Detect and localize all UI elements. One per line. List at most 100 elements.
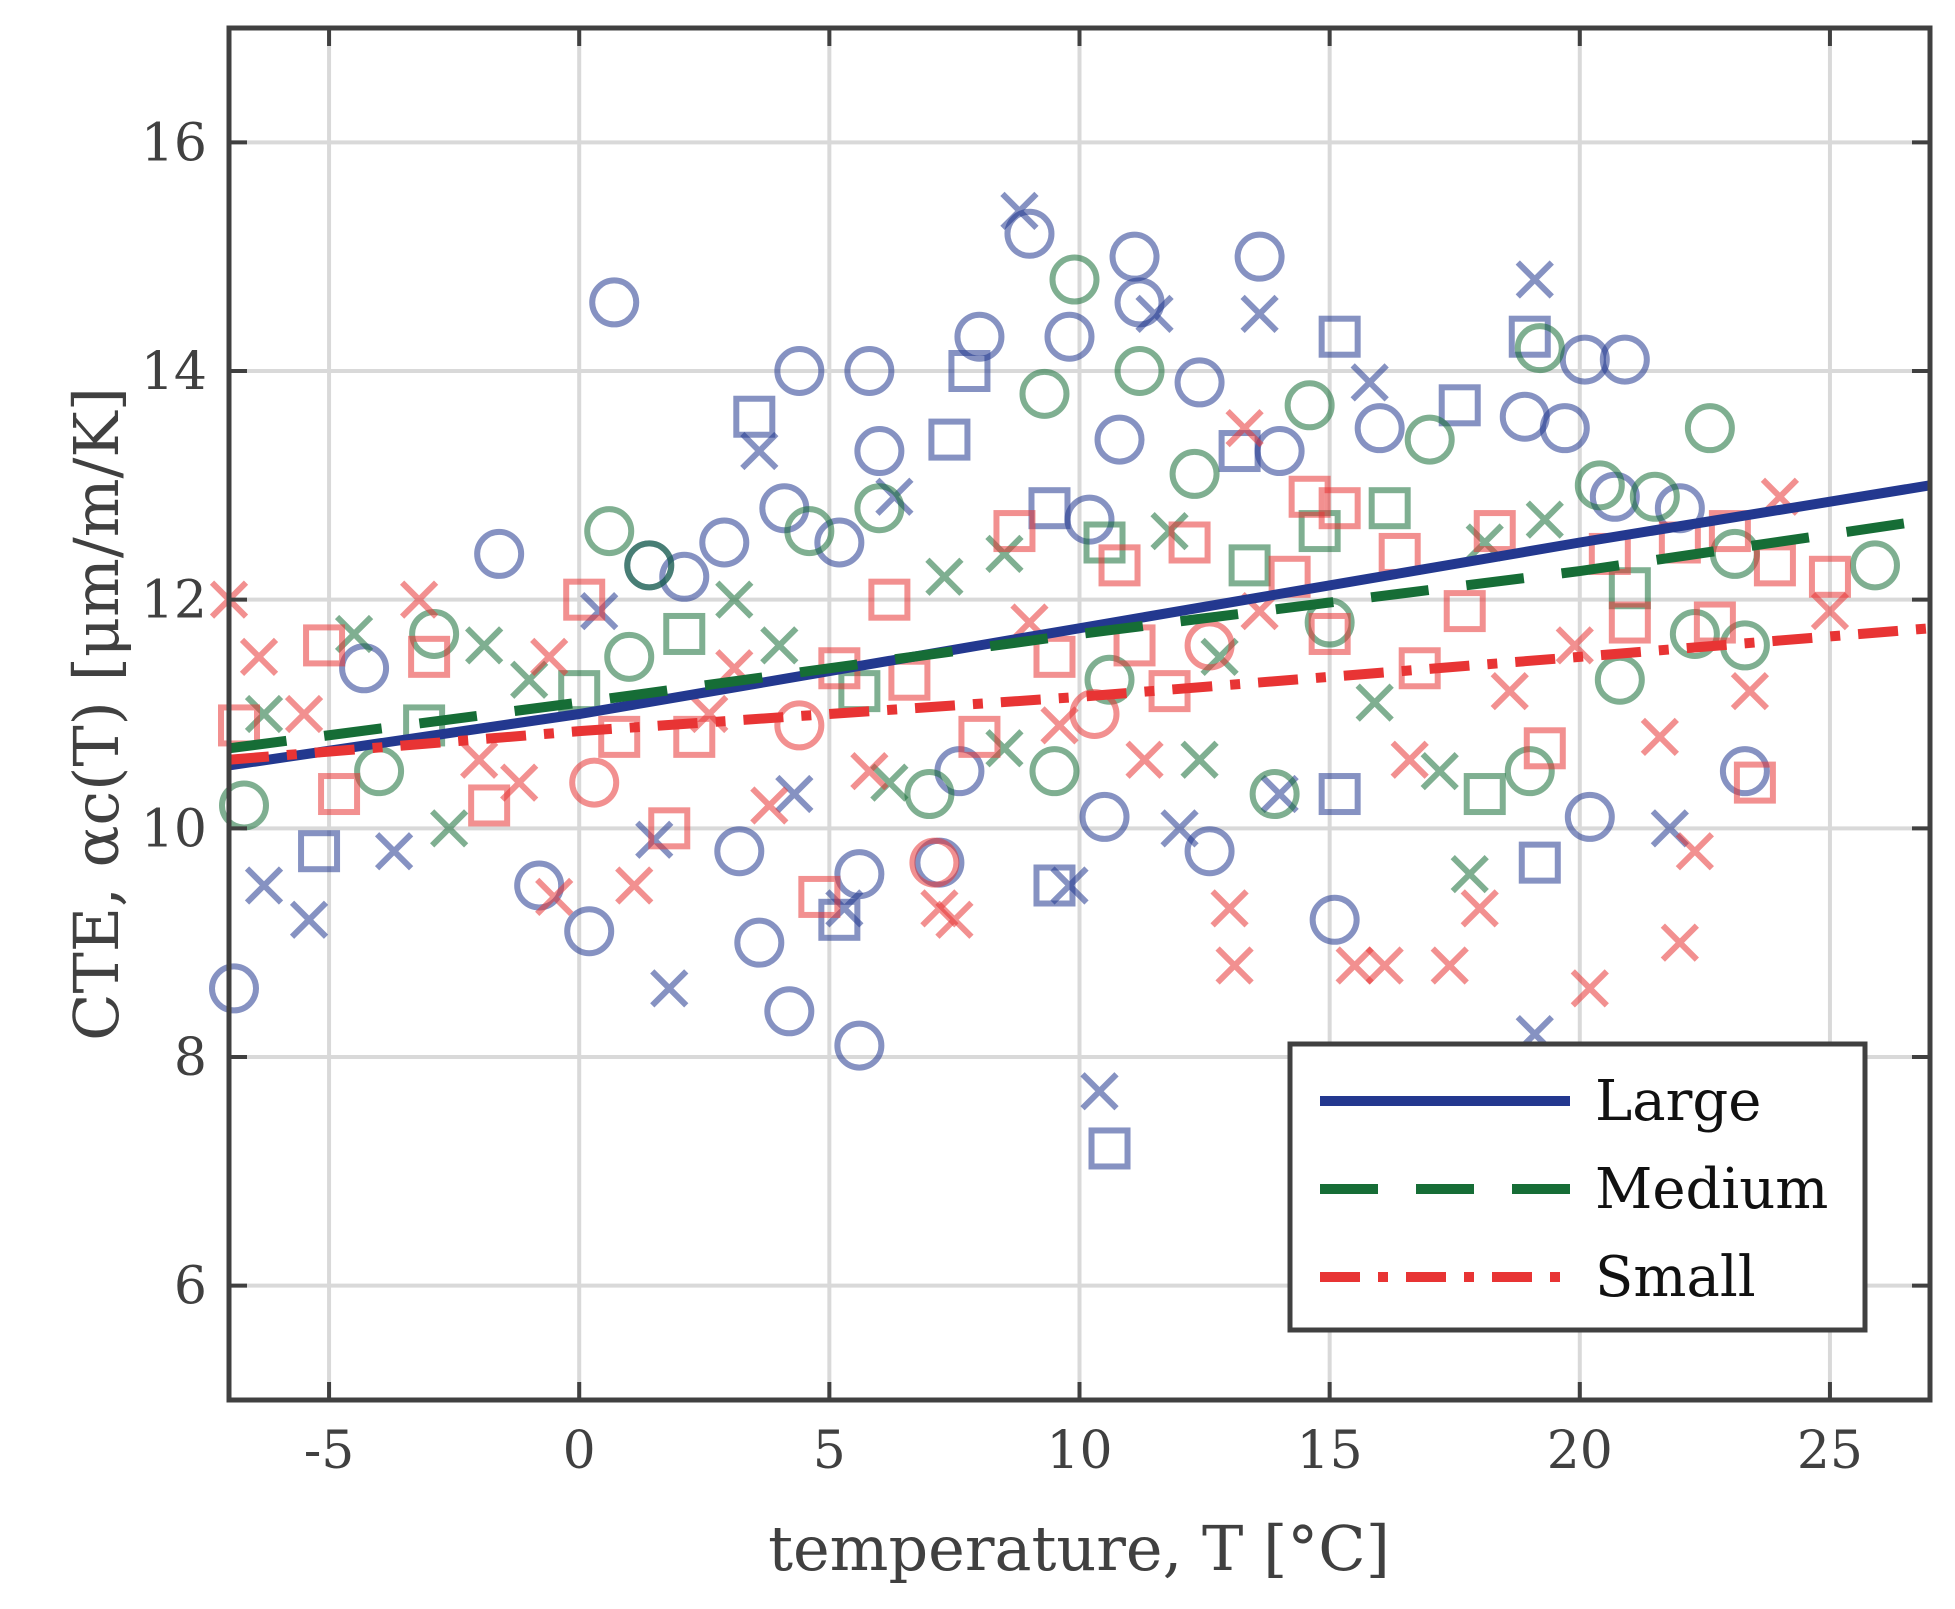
large-data-point [1518,841,1561,884]
axis-ticks: -5 0 5 10 15 20 25 6 8 10 12 14 16 [141,28,1930,1481]
x-tick-label: 5 [813,1421,846,1481]
large-data-point [1559,334,1610,385]
large-data-point [209,963,260,1014]
large-data-point [514,860,565,911]
large-data-point [928,418,971,461]
medium-data-point [1629,471,1680,522]
x-tick-label: -5 [304,1421,355,1481]
large-data-point [1508,315,1551,358]
large-data-point [650,969,689,1008]
small-data-point [1308,612,1351,655]
medium-data-point [870,763,909,802]
large-data-point [1080,1072,1119,1111]
large-data-point [834,1020,885,1071]
small-data-point [1460,889,1499,928]
y-tick-label: 8 [174,1028,207,1088]
large-data-point [1564,791,1615,842]
y-tick-label: 14 [141,342,207,402]
large-data-point [1079,791,1130,842]
large-data-point [1539,403,1590,454]
y-tick-label: 6 [174,1257,207,1317]
small-data-point [1443,590,1486,633]
medium-data-point [784,506,835,557]
medium-data-point [854,483,905,534]
medium-data-point [1450,854,1489,894]
small-data-point [468,784,511,827]
small-data-point [399,580,439,619]
medium-data-point [1574,460,1625,511]
medium-data-point [925,557,964,596]
small-data-point [1810,591,1850,631]
large-data-point [589,277,640,328]
large-data-point [1318,773,1361,816]
small-data-point [598,715,641,758]
small-data-point [1730,672,1770,711]
large-data-point [1318,315,1361,358]
small-data-point [284,694,324,734]
small-data-point [1640,717,1679,756]
large-data-point [474,528,525,579]
small-data-point [1430,946,1469,985]
small-data-point [850,752,889,791]
medium-data-point [1420,752,1459,791]
medium-data-point [624,540,675,591]
medium-data-point [604,631,655,682]
large-data-point [1004,208,1055,259]
small-data-point [909,837,960,888]
small-data-point [1660,923,1699,962]
large-data-point [289,900,329,939]
large-data-point [1599,334,1650,385]
medium-data-point [1249,769,1300,820]
small-data-point [1318,487,1361,530]
small-data-point [1288,475,1331,518]
medium-data-point [760,626,799,665]
medium-data-point [985,534,1024,574]
legend-label-large: Large [1595,1069,1761,1134]
large-data-point [1184,826,1235,877]
large-data-point [844,346,895,396]
large-data-point [1309,894,1360,945]
x-tick-label: 25 [1797,1421,1863,1481]
large-data-point [714,826,765,877]
large-data-point [1094,414,1145,465]
small-data-point [1168,521,1211,564]
large-data-point [1589,471,1640,522]
large-data-point [733,395,776,438]
small-data-point [774,700,825,751]
legend-box [1287,1041,1868,1333]
medium-data-point [465,626,504,665]
y-tick-label: 10 [141,799,207,859]
medium-data-point [1228,544,1271,587]
fit-lines [228,480,1931,771]
large-data-point [734,917,785,968]
large-data-point [775,774,814,814]
medium-data-point [430,809,469,848]
small-data-point [1210,889,1249,928]
large-data-point [1174,357,1225,408]
small-data-point [1365,946,1404,985]
medium-data-point [1180,740,1219,779]
small-data-point [1570,969,1609,1008]
x-tick-label: 20 [1547,1421,1613,1481]
large-data-point [1354,403,1405,454]
small-data-point [1125,740,1164,779]
small-data-point [318,773,361,816]
large-data-point [374,832,414,871]
large-data-point [1044,311,1095,362]
large-data-point [1719,746,1770,797]
large-data-point [659,551,710,602]
small-data-point [239,637,279,676]
small-data-point [1390,740,1429,779]
large-points [209,191,1770,1170]
small-data-point [958,715,1001,758]
medium-data-point [904,769,955,820]
x-tick-label: 15 [1297,1421,1363,1481]
large-data-point [854,426,905,477]
small-data-point [1808,555,1851,598]
small-data-point [1040,706,1079,745]
y-tick-label: 16 [141,113,207,173]
small-data-point [530,637,569,676]
medium-data-point [1463,773,1506,816]
medium-fit-line [228,514,1931,754]
